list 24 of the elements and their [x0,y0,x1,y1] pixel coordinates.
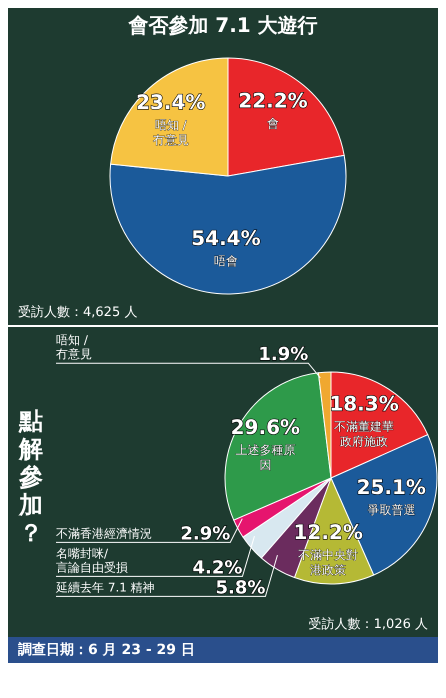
data-label: 4.2% [192,557,242,578]
text: 點解參加？ [18,407,44,547]
data-label: 23.4% [136,90,206,114]
text: 受訪人數：1,026 人 [308,616,429,634]
slice-label: 名嘴封咪/言論自由受損 [56,546,128,574]
slice-label: 唔知 / 冇意見 [152,118,189,148]
slice-label: 會 [267,116,280,130]
data-label: 22.2% [238,88,308,112]
slice-label: 爭取普選 [367,503,416,518]
data-label: 25.1% [356,475,426,500]
slice-label: 上述多種原因 [235,443,296,472]
data-label: 1.9% [258,344,308,366]
slice-label: 不滿董建華政府施政 [334,419,394,448]
data-label: 18.3% [329,391,399,416]
text: 調查日期：6 月 23 - 29 日 [8,637,438,663]
text: 受訪人數：4,625 人 [17,304,138,322]
data-label: 5.8% [216,577,266,598]
slice-label: 唔會 [214,254,238,268]
chart-title: 會否參加 7.1 大遊行 [127,12,319,39]
slice-label: 不滿香港經濟情況 [56,526,152,540]
slice-label: 延續去年 7.1 精神 [55,580,155,594]
slice-label: 唔知 /冇意見 [56,333,92,362]
data-label: 54.4% [191,226,261,250]
data-label: 2.9% [180,523,230,544]
